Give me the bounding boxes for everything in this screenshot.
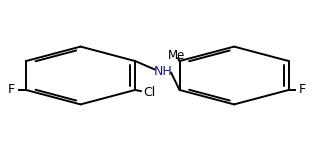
Text: Me: Me [168,49,185,62]
Text: Cl: Cl [143,86,156,99]
Text: NH: NH [154,65,172,78]
Text: F: F [8,84,15,96]
Text: F: F [299,84,306,96]
